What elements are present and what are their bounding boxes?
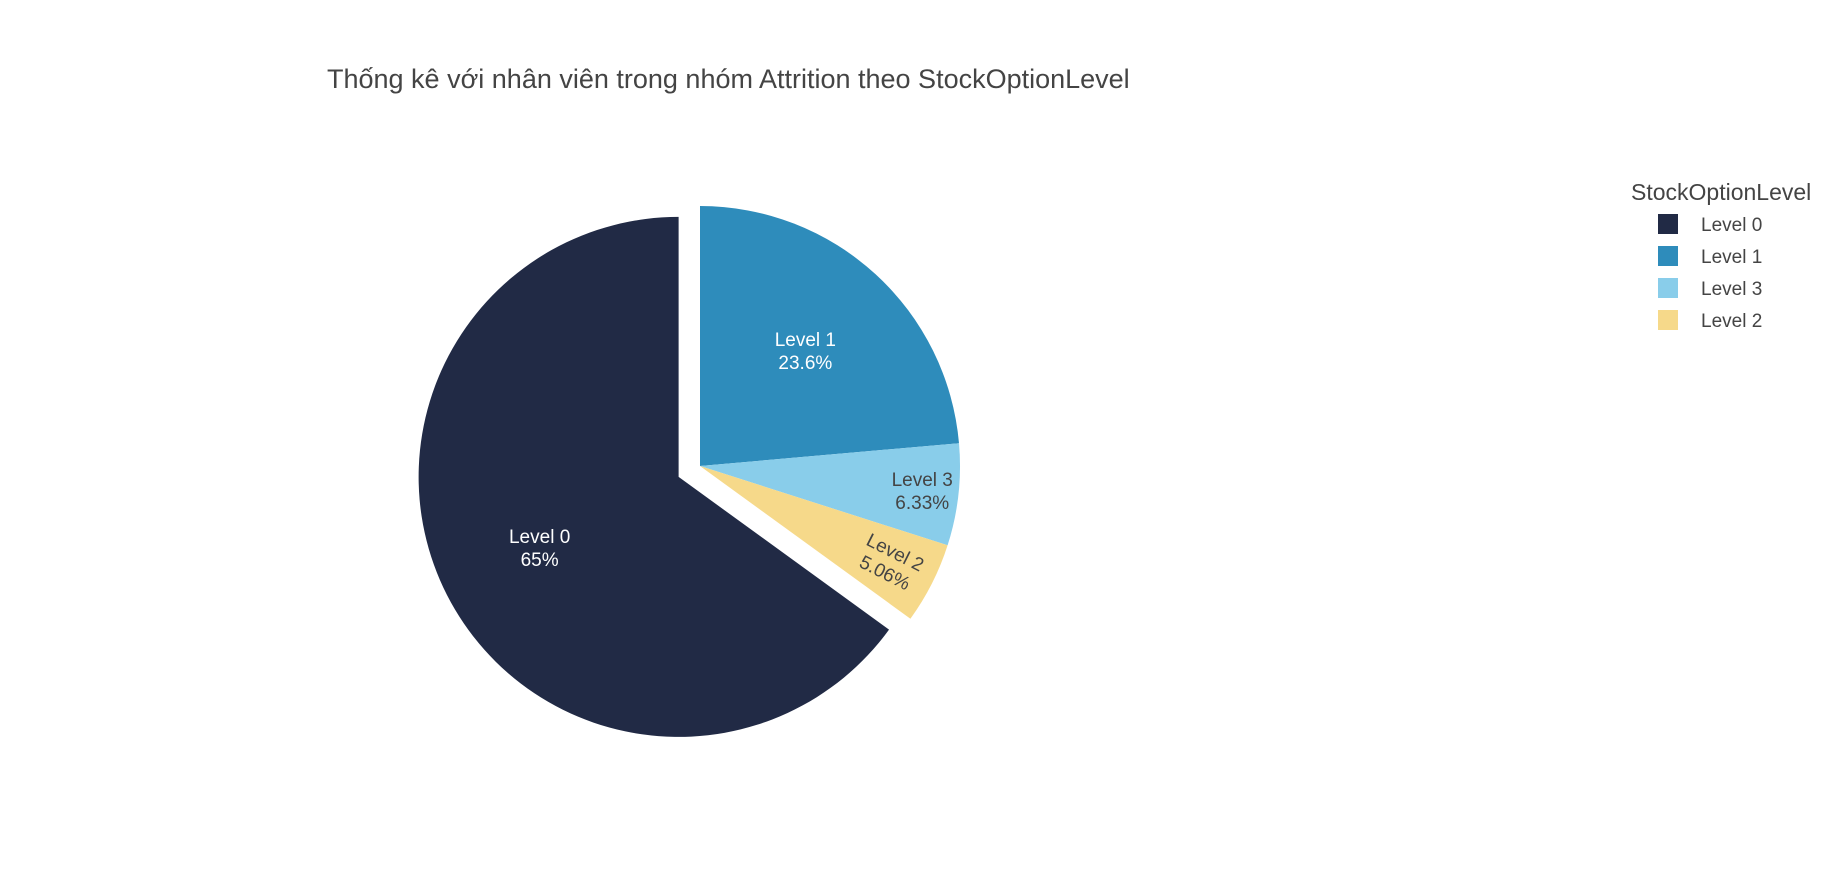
pie-slice-level-0[interactable] — [418, 216, 890, 737]
pie-slice-level-1[interactable] — [700, 206, 959, 466]
chart-title: Thống kê với nhân viên trong nhóm Attrit… — [327, 64, 1130, 94]
pie-slice-level-3[interactable] — [700, 443, 960, 546]
pie-slice-level-2[interactable] — [700, 466, 948, 619]
legend-label-level-0[interactable]: Level 0 — [1701, 215, 1762, 236]
slice-label-level-3: Level 3 6.33% — [892, 470, 953, 514]
pie-slices — [418, 206, 960, 737]
pie-labels: Level 0 65%Level 1 23.6%Level 3 6.33%Level … — [509, 330, 953, 595]
legend-swatch-level-2[interactable] — [1658, 310, 1678, 330]
legend-swatch-level-0[interactable] — [1658, 214, 1678, 234]
slice-label-level-0: Level 0 65% — [509, 527, 570, 571]
slice-label-level-1: Level 1 23.6% — [775, 330, 836, 374]
legend-label-level-1[interactable]: Level 1 — [1701, 247, 1762, 268]
legend-items: Level 0 Level 1 Level 3 Level 2 — [1658, 214, 1762, 332]
legend-label-level-3[interactable]: Level 3 — [1701, 279, 1762, 300]
legend-title: StockOptionLevel — [1631, 179, 1811, 205]
legend-swatch-level-1[interactable] — [1658, 246, 1678, 266]
legend-swatch-level-3[interactable] — [1658, 278, 1678, 298]
legend-label-level-2[interactable]: Level 2 — [1701, 311, 1762, 332]
